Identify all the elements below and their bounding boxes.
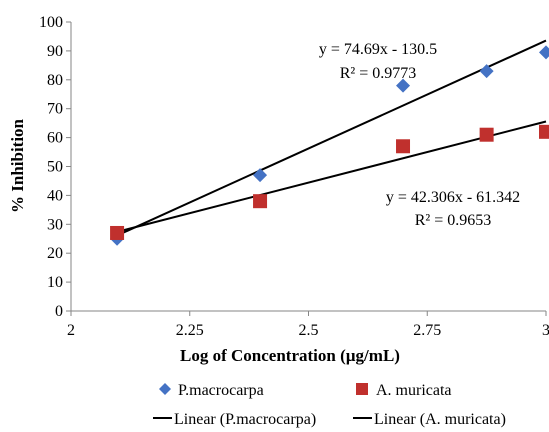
- legend-label-amuricata: A. muricata: [376, 382, 452, 399]
- legend-label-linear-pmacrocarpa: Linear (P.macrocarpa): [174, 411, 316, 428]
- legend-marker-pmacrocarpa: [159, 383, 171, 395]
- x-tick-label: 2.25: [176, 322, 204, 339]
- trendline-equation-amuricata: y = 42.306x - 61.342: [386, 189, 520, 206]
- y-tick-label: 90: [47, 43, 63, 60]
- data-point-pmacrocarpa: [539, 45, 549, 60]
- y-tick-label: 50: [47, 159, 63, 176]
- data-point-amuricata: [396, 139, 411, 154]
- y-tick-label: 100: [39, 14, 63, 31]
- x-tick-label: 3: [542, 322, 549, 339]
- x-tick-label: 2.5: [299, 322, 319, 339]
- trendline-r2-amuricata: R² = 0.9653: [415, 212, 492, 229]
- x-axis-title: Log of Concentration (µg/mL): [180, 346, 400, 365]
- y-tick-label: 70: [47, 101, 63, 118]
- data-point-amuricata: [479, 127, 494, 142]
- legend-label-linear-amuricata: Linear (A. muricata): [374, 411, 506, 428]
- legend-marker-amuricata: [356, 383, 368, 395]
- trendline-amuricata: [116, 120, 547, 233]
- y-tick-label: 20: [47, 245, 63, 262]
- data-points: [110, 45, 549, 246]
- y-tick-label: 30: [47, 216, 63, 233]
- data-point-pmacrocarpa: [253, 168, 268, 183]
- trendlines: [116, 39, 547, 237]
- y-tick-label: 10: [47, 274, 63, 291]
- trendline-equation-pmacrocarpa: y = 74.69x - 130.5: [319, 41, 437, 58]
- trendline-pmacrocarpa: [116, 39, 547, 237]
- axes: 0 10 20 30 40 50 60 70 80 90 100 2 2.25 2.5 2.75 3: [39, 14, 549, 339]
- x-tick-label: 2: [67, 322, 75, 339]
- y-tick-label: 0: [55, 303, 63, 320]
- data-point-amuricata: [539, 124, 549, 139]
- data-point-pmacrocarpa: [396, 78, 411, 93]
- y-tick-label: 80: [47, 72, 63, 89]
- data-point-amuricata: [253, 194, 268, 209]
- legend-label-pmacrocarpa: P.macrocarpa: [178, 382, 264, 399]
- legend: P.macrocarpa A. muricata Linear (P.macro…: [153, 382, 506, 428]
- y-tick-label: 40: [47, 187, 63, 204]
- y-tick-label: 60: [47, 130, 63, 147]
- x-tick-label: 2.75: [413, 322, 441, 339]
- data-point-pmacrocarpa: [479, 64, 494, 79]
- y-axis-title: % Inhibition: [8, 118, 27, 213]
- trendline-r2-pmacrocarpa: R² = 0.9773: [340, 65, 417, 82]
- data-point-amuricata: [110, 225, 125, 240]
